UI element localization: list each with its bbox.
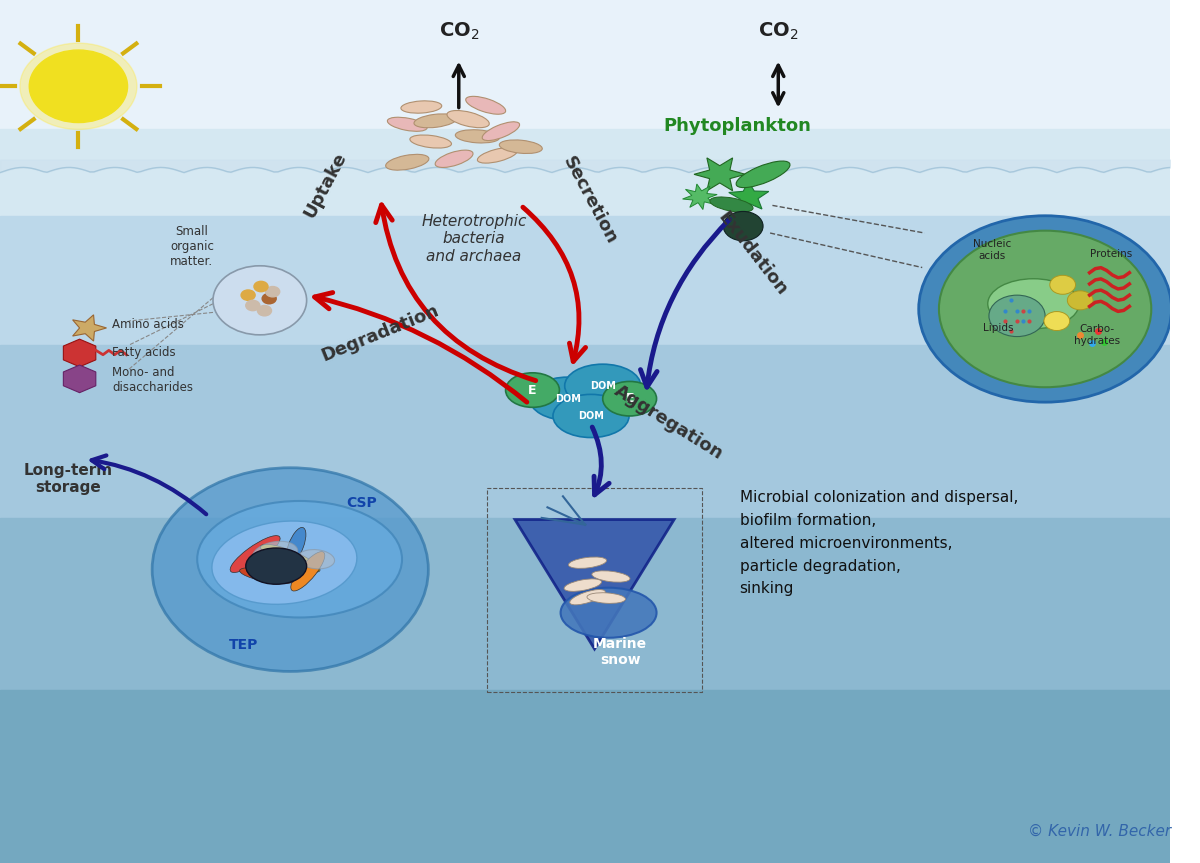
Ellipse shape bbox=[230, 536, 280, 572]
Ellipse shape bbox=[736, 161, 790, 187]
Ellipse shape bbox=[602, 381, 656, 416]
Bar bbox=[0, 690, 1170, 863]
Ellipse shape bbox=[478, 148, 517, 163]
Ellipse shape bbox=[570, 589, 605, 605]
Text: Fatty acids: Fatty acids bbox=[113, 346, 176, 360]
Ellipse shape bbox=[212, 521, 356, 604]
Circle shape bbox=[1067, 291, 1093, 310]
Circle shape bbox=[989, 295, 1045, 337]
Bar bbox=[0, 129, 1170, 216]
Circle shape bbox=[938, 230, 1151, 387]
Ellipse shape bbox=[246, 548, 307, 584]
Text: DOM: DOM bbox=[578, 411, 604, 421]
Text: CSP: CSP bbox=[347, 496, 377, 510]
Ellipse shape bbox=[710, 197, 754, 212]
Ellipse shape bbox=[560, 588, 656, 638]
Text: © Kevin W. Becker: © Kevin W. Becker bbox=[1027, 823, 1171, 838]
Text: Nucleic
acids: Nucleic acids bbox=[973, 239, 1012, 261]
Text: DOM: DOM bbox=[554, 394, 581, 404]
Bar bbox=[0, 0, 1170, 129]
Circle shape bbox=[265, 287, 280, 297]
Circle shape bbox=[1050, 275, 1075, 294]
Bar bbox=[0, 345, 1170, 518]
Text: Aggregation: Aggregation bbox=[611, 381, 726, 463]
Ellipse shape bbox=[505, 373, 559, 407]
Text: Phytoplankton: Phytoplankton bbox=[664, 117, 811, 135]
Circle shape bbox=[214, 266, 307, 335]
Text: Carbo-
hydrates: Carbo- hydrates bbox=[1074, 324, 1120, 346]
Bar bbox=[0, 216, 1170, 345]
Ellipse shape bbox=[385, 154, 428, 170]
Ellipse shape bbox=[988, 279, 1079, 329]
Text: Heterotrophic
bacteria
and archaea: Heterotrophic bacteria and archaea bbox=[421, 214, 527, 264]
Ellipse shape bbox=[482, 122, 520, 141]
Text: E: E bbox=[625, 392, 634, 406]
Ellipse shape bbox=[592, 570, 630, 583]
Ellipse shape bbox=[499, 140, 542, 154]
Ellipse shape bbox=[569, 557, 606, 569]
Bar bbox=[0, 518, 1170, 690]
Circle shape bbox=[152, 468, 428, 671]
Text: Long-term
storage: Long-term storage bbox=[23, 463, 113, 494]
Circle shape bbox=[254, 281, 268, 292]
Polygon shape bbox=[515, 520, 674, 649]
Ellipse shape bbox=[197, 501, 402, 618]
Ellipse shape bbox=[564, 579, 601, 591]
Text: DOM: DOM bbox=[589, 381, 616, 391]
Circle shape bbox=[258, 306, 271, 316]
Ellipse shape bbox=[529, 377, 606, 420]
Text: Uptake: Uptake bbox=[300, 149, 350, 222]
Ellipse shape bbox=[401, 101, 442, 113]
Ellipse shape bbox=[388, 117, 427, 131]
Ellipse shape bbox=[287, 527, 306, 564]
Ellipse shape bbox=[260, 545, 320, 572]
Text: TEP: TEP bbox=[229, 638, 258, 652]
Text: E: E bbox=[528, 383, 536, 397]
Ellipse shape bbox=[466, 97, 505, 114]
Circle shape bbox=[262, 293, 276, 304]
Text: Lipids: Lipids bbox=[983, 323, 1014, 333]
Text: Amino acids: Amino acids bbox=[113, 318, 185, 331]
Text: CO$_2$: CO$_2$ bbox=[758, 20, 798, 41]
Text: Degradation: Degradation bbox=[319, 301, 442, 365]
Ellipse shape bbox=[565, 364, 641, 407]
Circle shape bbox=[919, 216, 1171, 402]
Circle shape bbox=[246, 300, 260, 311]
Polygon shape bbox=[728, 181, 769, 210]
Circle shape bbox=[20, 43, 137, 129]
Circle shape bbox=[241, 290, 256, 300]
Ellipse shape bbox=[298, 550, 335, 569]
Polygon shape bbox=[73, 315, 107, 341]
Ellipse shape bbox=[414, 114, 457, 128]
Polygon shape bbox=[683, 184, 718, 210]
Ellipse shape bbox=[436, 150, 473, 167]
Ellipse shape bbox=[410, 135, 451, 148]
Ellipse shape bbox=[446, 110, 490, 128]
Text: Exudation: Exudation bbox=[714, 208, 791, 299]
Ellipse shape bbox=[290, 551, 325, 591]
Text: Secretion: Secretion bbox=[559, 154, 620, 248]
Text: CO$_2$: CO$_2$ bbox=[439, 20, 479, 41]
Ellipse shape bbox=[587, 593, 625, 603]
Text: Marine
snow: Marine snow bbox=[593, 637, 647, 667]
Text: Small
organic
matter.: Small organic matter. bbox=[170, 224, 214, 268]
Ellipse shape bbox=[553, 394, 629, 438]
Text: Microbial colonization and dispersal,
biofilm formation,
altered microenvironmen: Microbial colonization and dispersal, bi… bbox=[739, 490, 1018, 596]
Text: Mono- and
disaccharides: Mono- and disaccharides bbox=[113, 366, 193, 394]
Ellipse shape bbox=[455, 129, 499, 143]
Polygon shape bbox=[694, 158, 745, 191]
Ellipse shape bbox=[252, 541, 298, 567]
Text: Proteins: Proteins bbox=[1090, 249, 1132, 259]
Circle shape bbox=[1044, 312, 1069, 331]
Ellipse shape bbox=[240, 568, 294, 583]
Circle shape bbox=[29, 50, 127, 123]
Circle shape bbox=[724, 211, 763, 241]
